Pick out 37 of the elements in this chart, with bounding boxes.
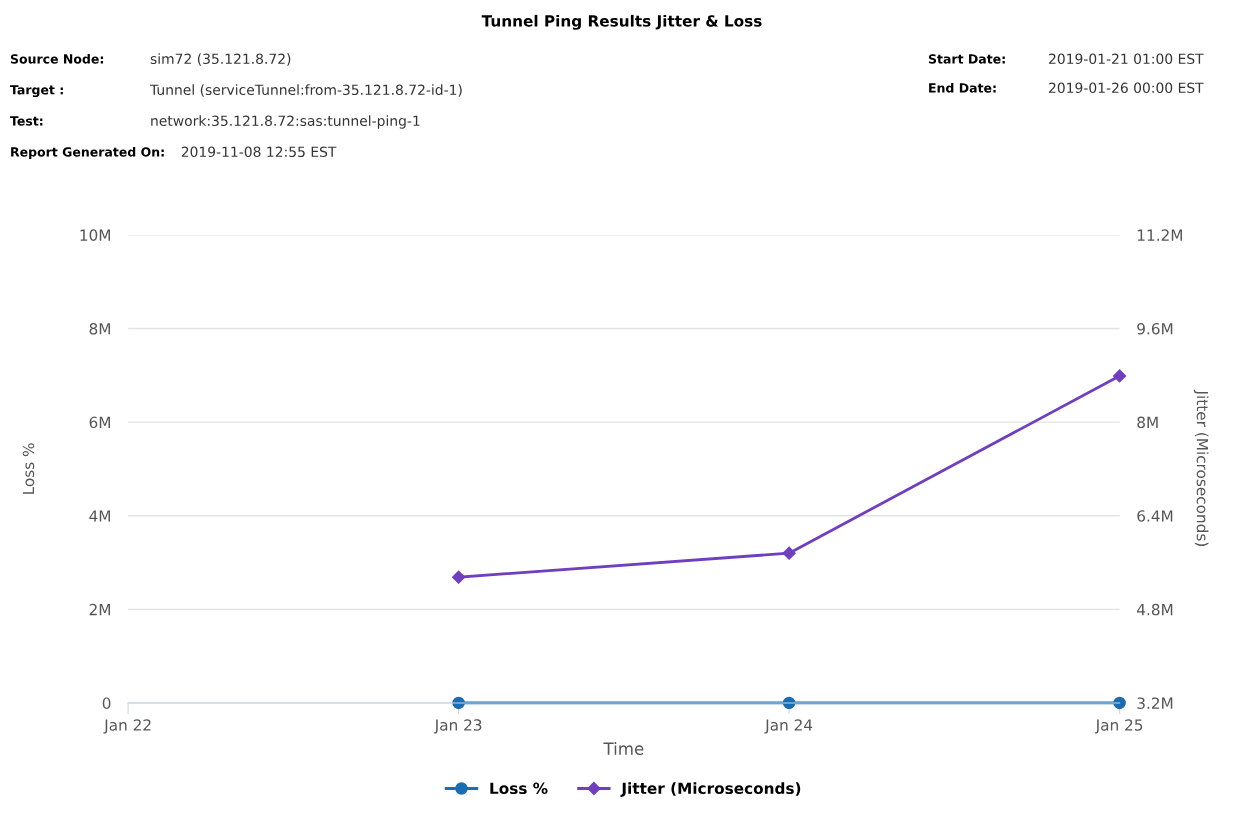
x-tick-label: Jan 25 xyxy=(1094,719,1143,734)
chart-title: Tunnel Ping Results Jitter & Loss xyxy=(481,14,762,30)
text: Target : xyxy=(10,85,63,98)
y-tick-label: 6M xyxy=(89,416,110,429)
point xyxy=(452,570,466,584)
text: Report Generated On: xyxy=(11,146,164,160)
point xyxy=(1113,369,1127,383)
y2-axis-title: Jitter (Microseconds) xyxy=(1193,389,1209,546)
source-note: Source Node: xyxy=(10,53,103,64)
x-axis-title: Time xyxy=(603,742,644,755)
y-tick-label: 2M xyxy=(89,603,110,616)
text: 2019-11-08 12:55 EST xyxy=(181,146,337,158)
text: 2019-01-26 00:00 EST xyxy=(1049,82,1204,94)
text: sim72 (35.121.8.72) xyxy=(150,53,291,66)
y2-tick-label: 6.4M xyxy=(1137,510,1173,522)
text: Test: xyxy=(10,116,43,126)
x-tick-label: Jan 24 xyxy=(764,719,813,734)
y2-tick-label: 4.8M xyxy=(1137,603,1173,616)
x-tick-label: Jan 23 xyxy=(433,719,482,734)
text: Start Date: xyxy=(928,54,1005,64)
text: End Date: xyxy=(929,82,996,93)
y-tick-label: 4M xyxy=(89,510,110,522)
y2-tick-label: 9.6M xyxy=(1137,322,1173,335)
x-tick-label: Jan 22 xyxy=(103,719,151,734)
y-tick-label: 8M xyxy=(89,322,110,335)
text: Tunnel (serviceTunnel:from-35.121.8.72-id-1) xyxy=(149,84,462,97)
y2-tick-label: 11.2M xyxy=(1137,229,1182,241)
point xyxy=(782,546,796,560)
text: 2019-01-21 01:00 EST xyxy=(1049,53,1204,65)
legend-label: Loss % xyxy=(490,782,548,795)
y2-tick-label: 3.2M xyxy=(1137,697,1173,709)
legend-label: Jitter (Microseconds) xyxy=(620,782,801,797)
y-axis-title: Loss % xyxy=(22,443,35,494)
y2-tick-label: 8M xyxy=(1137,416,1158,429)
y-tick-label: 10M xyxy=(80,229,110,241)
text: network:35.121.8.72:sas:tunnel-ping-1 xyxy=(151,115,420,129)
y-tick-label: 0 xyxy=(102,697,111,709)
